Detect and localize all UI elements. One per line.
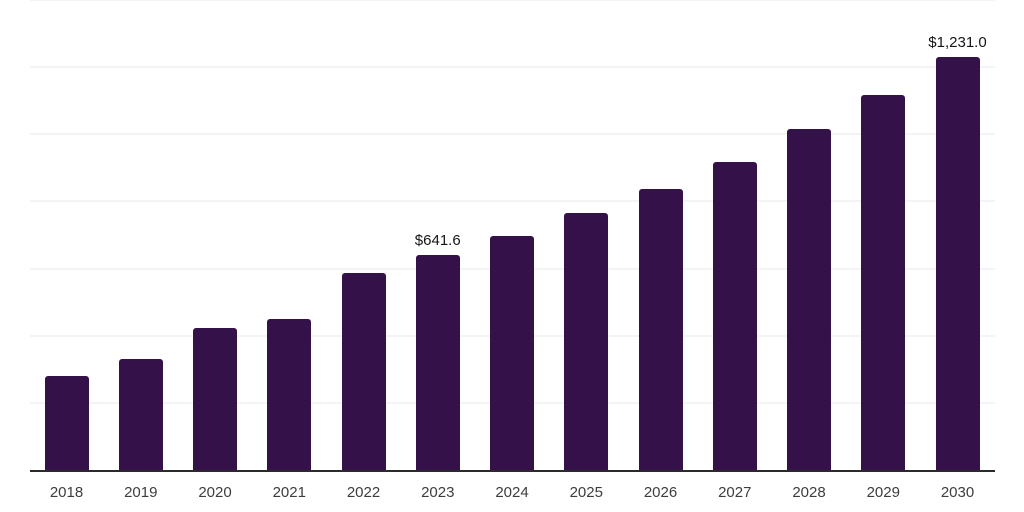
gridline-1200	[30, 66, 995, 69]
bar-2027	[712, 161, 757, 470]
x-axis-label-2020: 2020	[198, 484, 232, 501]
bar-2021	[267, 318, 312, 470]
data-label-2023: $641.6	[414, 231, 461, 249]
data-label-2030: $1,231.0	[928, 33, 987, 51]
bar-2025	[564, 212, 609, 470]
x-axis-label-2023: 2023	[421, 484, 455, 501]
x-axis-label-2028: 2028	[792, 484, 826, 501]
gridline-1400	[30, 0, 995, 1]
x-axis-label-2024: 2024	[495, 484, 529, 501]
x-axis-label-2019: 2019	[124, 484, 158, 501]
gridline-800	[30, 200, 995, 203]
plot-area: $641.6 $1,231.0	[30, 0, 995, 472]
bar-2022	[341, 272, 386, 470]
bar-2029	[861, 94, 906, 470]
x-axis-label-2022: 2022	[346, 484, 381, 501]
x-axis-label-2025: 2025	[569, 484, 603, 501]
bar-2018	[44, 376, 89, 470]
gridline-1000	[30, 133, 995, 136]
bar-2020	[193, 328, 237, 470]
x-axis-label-2027: 2027	[718, 484, 752, 501]
bar-2030	[935, 56, 980, 470]
x-axis: 2018 2019 2020 2021 2022 2023 2024 2025 2026 2027…	[30, 472, 995, 512]
bar-2024	[490, 235, 534, 470]
x-axis-label-2021: 2021	[272, 484, 306, 501]
bar-2026	[638, 188, 683, 470]
x-axis-label-2018: 2018	[49, 484, 84, 501]
x-axis-label-2026: 2026	[643, 484, 678, 501]
x-axis-label-2030: 2030	[940, 484, 975, 501]
bar-2023	[415, 254, 460, 470]
bar-2028	[787, 128, 831, 470]
bar-2019	[118, 358, 163, 470]
x-axis-label-2029: 2029	[866, 484, 900, 501]
